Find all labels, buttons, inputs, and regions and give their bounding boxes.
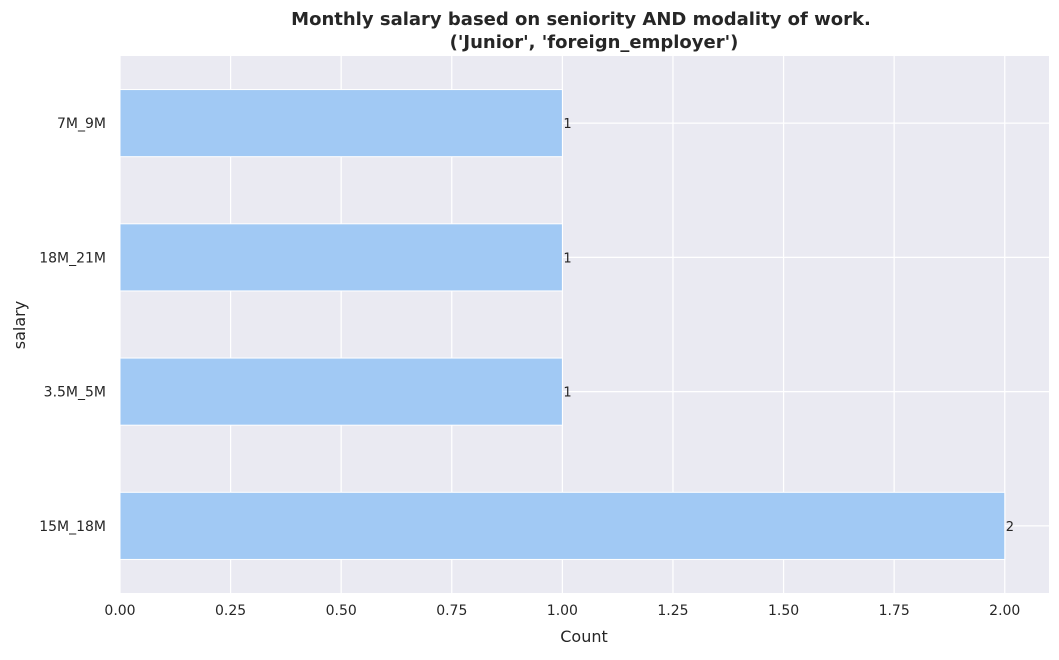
y-axis-label: salary	[10, 301, 29, 349]
x-tick-label: 2.00	[989, 603, 1020, 619]
y-tick-label: 7M_9M	[57, 116, 106, 132]
x-tick-label: 1.00	[547, 603, 578, 619]
x-axis-label: Count	[560, 627, 608, 646]
x-tick-labels: 0.00 0.25 0.50 0.75 1.00 1.25 1.50 1.75 2.00	[104, 603, 1020, 619]
data-label: 1	[563, 251, 571, 266]
bar-15M_18M	[119, 491, 1006, 560]
x-tick-label: 1.25	[657, 603, 688, 619]
data-label: 2	[1006, 520, 1014, 535]
bar-18M_21M	[119, 223, 563, 292]
y-tick-labels: 7M_9M 18M_21M 3.5M_5M 15M_18M	[39, 116, 106, 535]
x-tick-label: 1.75	[879, 603, 910, 619]
x-tick-label: 0.50	[326, 603, 357, 619]
x-tick-label: 0.75	[436, 603, 467, 619]
y-tick-label: 15M_18M	[39, 519, 106, 535]
bar-3.5M_5M	[119, 357, 563, 426]
data-label: 1	[563, 386, 571, 401]
chart-subtitle: ('Junior', 'foreign_employer')	[450, 32, 739, 53]
y-tick-label: 18M_21M	[39, 250, 106, 266]
x-tick-label: 0.00	[104, 603, 135, 619]
x-tick-label: 0.25	[215, 603, 246, 619]
bars	[119, 89, 1006, 560]
bar-7M_9M	[119, 89, 563, 158]
x-tick-label: 1.50	[768, 603, 799, 619]
y-tick-label: 3.5M_5M	[44, 385, 106, 401]
data-labels: 1 1 1 2	[563, 117, 1014, 535]
chart-title: Monthly salary based on seniority AND mo…	[291, 9, 871, 30]
data-label: 1	[563, 117, 571, 132]
